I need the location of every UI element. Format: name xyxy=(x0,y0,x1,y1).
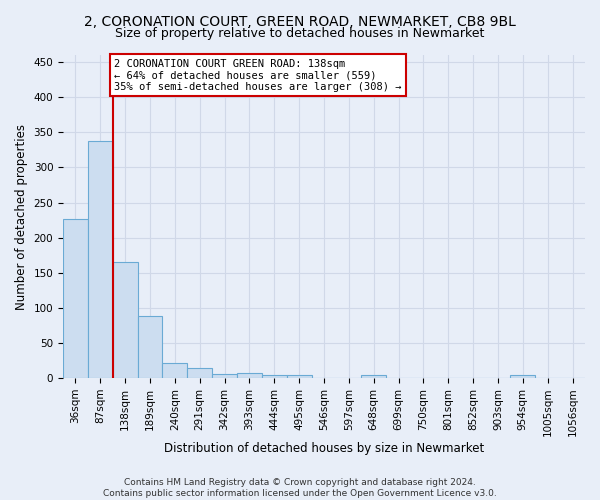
Bar xyxy=(113,262,137,378)
Y-axis label: Number of detached properties: Number of detached properties xyxy=(15,124,28,310)
Text: Contains HM Land Registry data © Crown copyright and database right 2024.
Contai: Contains HM Land Registry data © Crown c… xyxy=(103,478,497,498)
Bar xyxy=(287,374,311,378)
Bar xyxy=(237,373,262,378)
Bar xyxy=(163,364,187,378)
Text: 2, CORONATION COURT, GREEN ROAD, NEWMARKET, CB8 9BL: 2, CORONATION COURT, GREEN ROAD, NEWMARK… xyxy=(84,15,516,29)
Text: Size of property relative to detached houses in Newmarket: Size of property relative to detached ho… xyxy=(115,28,485,40)
Bar xyxy=(137,316,163,378)
Bar xyxy=(262,374,287,378)
Bar xyxy=(361,374,386,378)
X-axis label: Distribution of detached houses by size in Newmarket: Distribution of detached houses by size … xyxy=(164,442,484,455)
Bar xyxy=(511,376,535,378)
Bar xyxy=(212,374,237,378)
Bar xyxy=(88,142,113,378)
Bar xyxy=(63,218,88,378)
Bar xyxy=(187,368,212,378)
Text: 2 CORONATION COURT GREEN ROAD: 138sqm
← 64% of detached houses are smaller (559): 2 CORONATION COURT GREEN ROAD: 138sqm ← … xyxy=(114,58,401,92)
